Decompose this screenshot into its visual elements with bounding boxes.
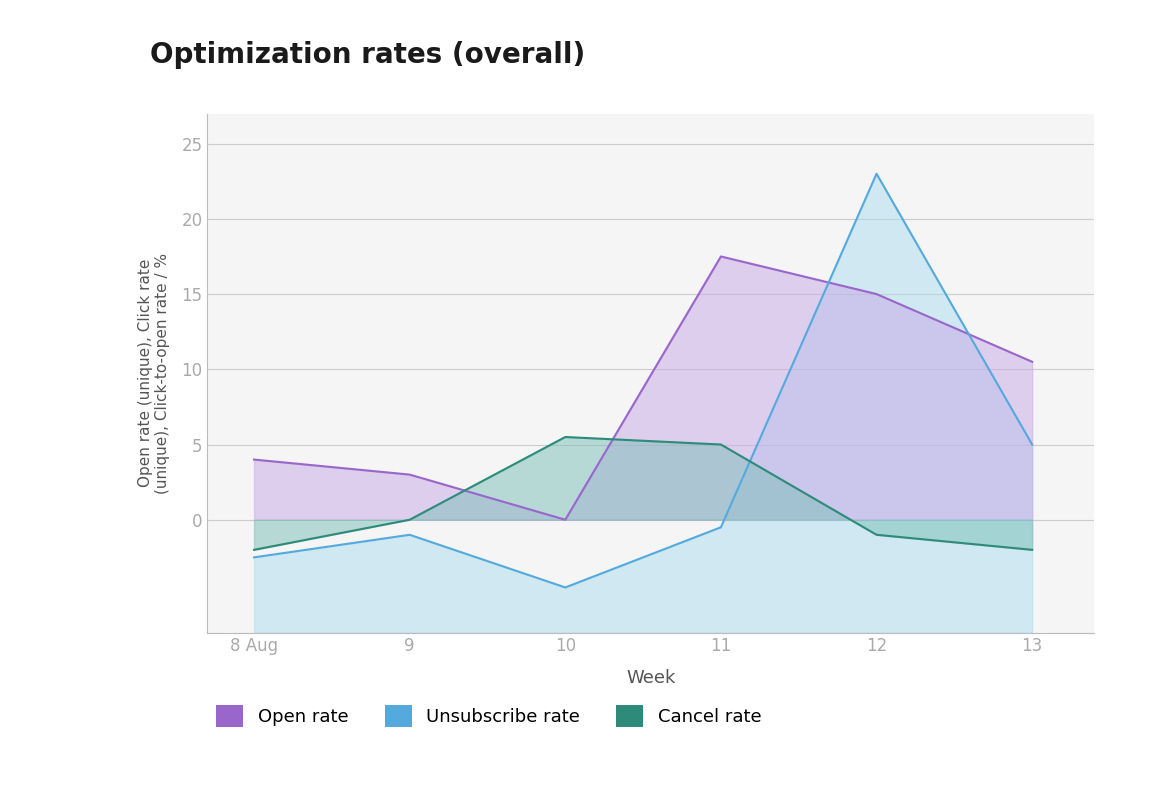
X-axis label: Week: Week [627, 669, 675, 688]
Y-axis label: Open rate (unique), Click rate
(unique), Click-to-open rate / %: Open rate (unique), Click rate (unique),… [138, 252, 170, 494]
Legend: Open rate, Unsubscribe rate, Cancel rate: Open rate, Unsubscribe rate, Cancel rate [217, 706, 761, 727]
Text: Optimization rates (overall): Optimization rates (overall) [150, 41, 585, 69]
